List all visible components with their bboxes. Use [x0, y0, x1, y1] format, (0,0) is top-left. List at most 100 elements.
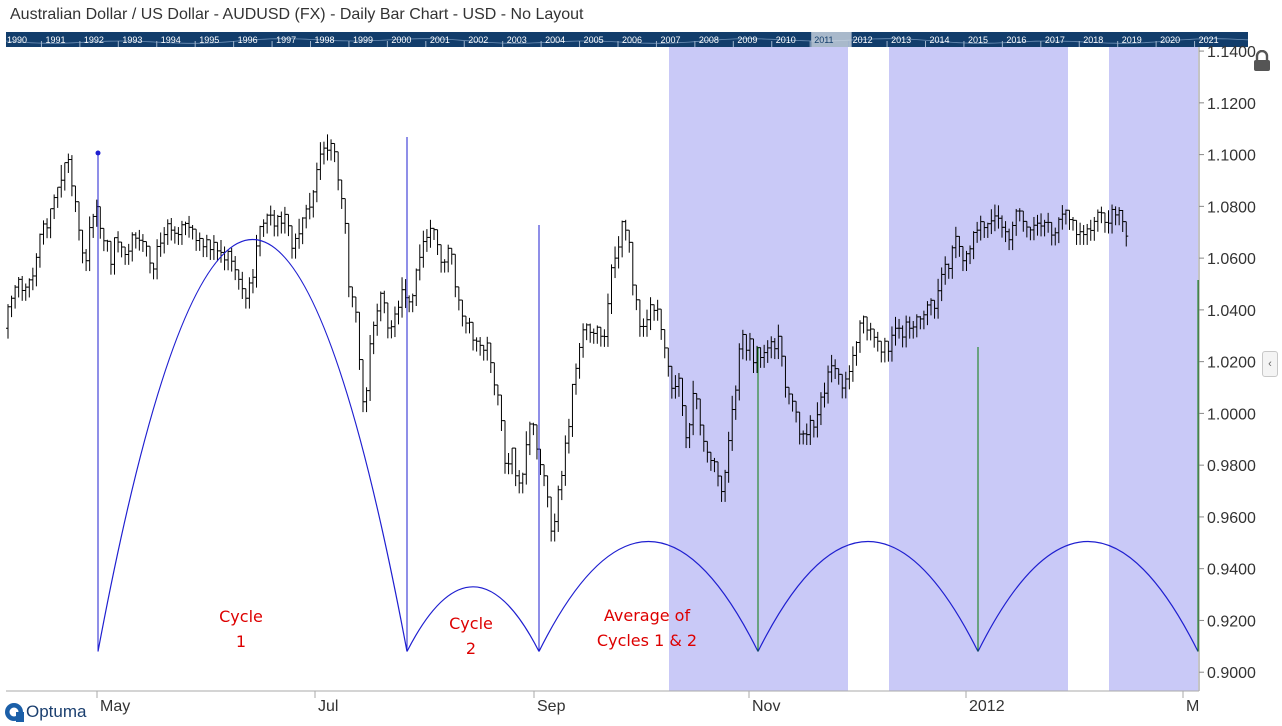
price-bar — [492, 362, 497, 396]
price-bar — [861, 315, 866, 334]
cycle-start-point — [95, 150, 101, 156]
y-axis-label: 0.9800 — [1207, 458, 1256, 475]
price-bar — [290, 225, 294, 259]
price-bar — [9, 295, 14, 318]
price-bar — [868, 322, 873, 341]
year-label: 2006 — [622, 35, 642, 45]
price-bar — [194, 228, 199, 251]
cycle-labels: Cycle 1 Cycle 2 Average of Cycles 1 & 2 — [219, 606, 697, 658]
price-bar — [598, 326, 603, 347]
price-bar — [882, 337, 887, 363]
year-label: 1997 — [276, 35, 296, 45]
price-bar — [350, 286, 355, 308]
y-axis-label: 1.0800 — [1207, 199, 1256, 216]
price-bar — [123, 246, 128, 265]
year-navigator-svg: 1990 1991 1992 1993 1994 1995 1996 1997 1998 1999… — [6, 32, 1248, 47]
year-label: 2019 — [1122, 35, 1142, 45]
price-bar — [329, 139, 334, 161]
price-bar — [268, 205, 273, 226]
year-label: 1998 — [315, 35, 335, 45]
price-bar — [172, 226, 177, 244]
price-bar — [293, 233, 298, 259]
y-axis-label: 1.0200 — [1207, 355, 1256, 372]
price-bar — [77, 201, 81, 241]
price-bar — [542, 464, 547, 487]
cycle-annotation-text: Average of — [604, 606, 691, 625]
y-axis-label: 1.0000 — [1207, 406, 1256, 423]
price-bar — [513, 447, 518, 487]
price-bar — [428, 219, 433, 248]
year-label: 2003 — [507, 35, 527, 45]
year-navigator-selection — [811, 32, 852, 47]
year-navigator[interactable]: 1990 1991 1992 1993 1994 1995 1996 1997 1998 1999… — [6, 32, 1248, 47]
x-axis[interactable]: May Jul Sep Nov 2012 M — [6, 690, 1199, 715]
price-bar — [570, 383, 575, 437]
price-bar — [254, 234, 259, 288]
price-bar — [66, 153, 71, 173]
price-bar — [410, 293, 415, 313]
lock-button[interactable] — [1248, 48, 1276, 74]
optuma-logo: Optuma — [4, 701, 86, 723]
price-bar — [126, 243, 131, 265]
price-bar — [449, 247, 454, 265]
price-bar — [27, 278, 32, 298]
price-bar — [98, 206, 103, 239]
price-bar — [151, 262, 156, 280]
price-bar — [286, 213, 291, 237]
price-bar — [282, 206, 287, 234]
price-bar — [875, 331, 880, 352]
price-bar — [620, 220, 625, 258]
price-bar — [45, 218, 50, 239]
price-bar — [520, 472, 525, 494]
price-bar — [211, 235, 216, 260]
cycle-annotation: Average of Cycles 1 & 2 — [597, 606, 697, 650]
year-label: 2016 — [1006, 35, 1026, 45]
price-bar — [545, 475, 550, 508]
price-bar — [304, 204, 309, 229]
year-label: 2015 — [968, 35, 988, 45]
price-bar — [556, 485, 561, 532]
price-bar — [424, 229, 429, 252]
price-bar — [229, 247, 234, 272]
average-cycle-arc — [977, 541, 1199, 652]
price-bar — [499, 394, 504, 431]
x-axis-label: Sep — [537, 698, 566, 715]
price-bar — [179, 220, 184, 245]
price-bar — [41, 220, 46, 245]
year-label: 2000 — [391, 35, 411, 45]
x-axis-label: M — [1186, 698, 1199, 715]
price-bar — [1092, 216, 1097, 241]
price-bar — [581, 323, 586, 358]
price-bar — [641, 318, 646, 337]
price-bar — [73, 185, 78, 213]
year-label: 1999 — [353, 35, 373, 45]
price-bar — [59, 164, 64, 198]
cycle-annotation-text: 2 — [466, 639, 476, 658]
price-bar — [34, 253, 39, 287]
price-bar — [307, 192, 312, 220]
price-bar — [169, 218, 174, 241]
price-bar — [332, 142, 337, 163]
price-bar — [222, 246, 227, 271]
chevron-left-icon[interactable]: ‹ — [1262, 351, 1278, 377]
y-axis[interactable]: 1.1400 1.1200 1.1000 1.0800 1.0600 1.0400 1.02… — [1198, 44, 1256, 691]
price-bar — [396, 300, 401, 325]
price-bar — [602, 329, 607, 347]
year-label: 1991 — [45, 35, 65, 45]
projection-band — [1109, 47, 1198, 691]
price-bar — [250, 268, 255, 294]
price-bar — [187, 215, 192, 238]
price-bar — [105, 239, 110, 252]
year-label: 1994 — [161, 35, 181, 45]
cycle-annotation-text: Cycle — [219, 607, 263, 626]
price-bar — [552, 513, 557, 542]
y-axis-label: 1.1200 — [1207, 96, 1256, 113]
price-bar — [605, 293, 610, 347]
price-bar — [648, 297, 653, 331]
price-bar — [527, 421, 532, 456]
year-label: 1992 — [84, 35, 104, 45]
price-bar — [627, 229, 632, 253]
price-bar — [872, 328, 877, 348]
price-bar — [343, 198, 348, 234]
